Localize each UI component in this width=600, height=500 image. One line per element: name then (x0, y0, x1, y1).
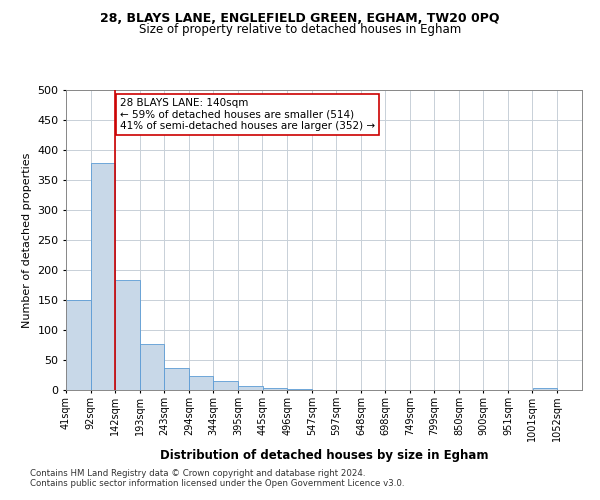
Bar (115, 280, 140, 390)
Text: Size of property relative to detached houses in Egham: Size of property relative to detached ho… (139, 22, 461, 36)
Y-axis label: Number of detached properties: Number of detached properties (22, 152, 32, 328)
Bar (263, 388, 287, 390)
Bar (91, 163, 115, 390)
Text: Contains public sector information licensed under the Open Government Licence v3: Contains public sector information licen… (30, 478, 404, 488)
X-axis label: Distribution of detached houses by size in Egham: Distribution of detached houses by size … (160, 450, 488, 462)
Bar (66, 300, 91, 390)
Bar (189, 376, 214, 390)
Text: 28 BLAYS LANE: 140sqm
← 59% of detached houses are smaller (514)
41% of semi-det: 28 BLAYS LANE: 140sqm ← 59% of detached … (120, 98, 375, 131)
Bar (238, 386, 263, 390)
Bar (140, 344, 164, 390)
Text: Contains HM Land Registry data © Crown copyright and database right 2024.: Contains HM Land Registry data © Crown c… (30, 468, 365, 477)
Bar (164, 368, 188, 390)
Text: 28, BLAYS LANE, ENGLEFIELD GREEN, EGHAM, TW20 0PQ: 28, BLAYS LANE, ENGLEFIELD GREEN, EGHAM,… (100, 12, 500, 26)
Bar (214, 381, 238, 390)
Bar (533, 388, 557, 390)
